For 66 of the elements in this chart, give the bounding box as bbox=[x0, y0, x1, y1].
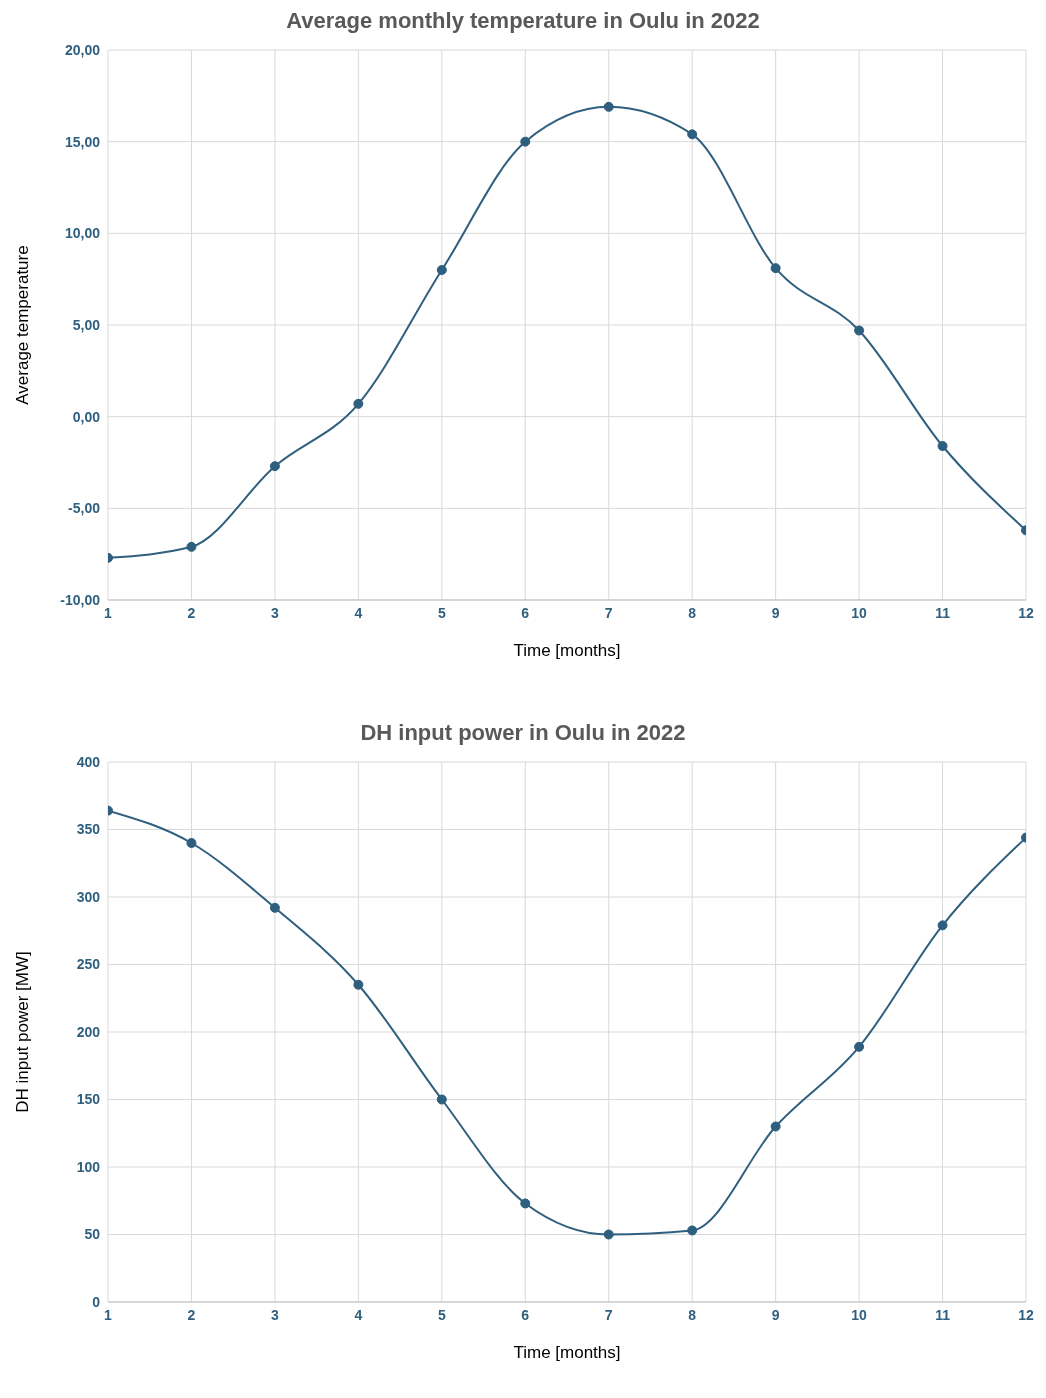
point bbox=[186, 838, 197, 848]
y-tick-label: 200 bbox=[76, 1023, 101, 1040]
y-tick-label: 300 bbox=[76, 888, 101, 905]
point bbox=[520, 136, 531, 147]
y-tick-label: 20,00 bbox=[64, 41, 101, 58]
chart-title: Average monthly temperature in Oulu in 2022 bbox=[285, 8, 761, 34]
x-tick-label: 11 bbox=[935, 604, 951, 621]
point bbox=[603, 1229, 614, 1240]
x-tick-label: 12 bbox=[1018, 1306, 1034, 1323]
x-tick-label: 2 bbox=[187, 1306, 196, 1323]
y-tick-label: 250 bbox=[76, 956, 101, 973]
y-tick-label: 400 bbox=[76, 753, 101, 770]
x-axis-title: Time [months] bbox=[513, 641, 621, 660]
x-tick-label: 4 bbox=[354, 1306, 363, 1323]
x-tick-label: 8 bbox=[688, 1306, 697, 1323]
point bbox=[436, 1094, 447, 1105]
x-tick-label: 5 bbox=[437, 604, 446, 621]
x-tick-label: 1 bbox=[104, 1306, 113, 1323]
point bbox=[520, 1198, 531, 1209]
y-tick-label: 5,00 bbox=[72, 316, 101, 333]
y-tick-label: 350 bbox=[76, 821, 101, 838]
point bbox=[269, 461, 280, 472]
x-tick-label: 4 bbox=[354, 604, 363, 621]
x-tick-label: 10 bbox=[851, 604, 868, 621]
x-tick-label: 8 bbox=[688, 604, 697, 621]
y-tick-label: 0 bbox=[92, 1293, 101, 1310]
point bbox=[854, 1041, 865, 1052]
x-tick-label: 11 bbox=[935, 1306, 951, 1323]
x-tick-label: 7 bbox=[604, 1306, 613, 1323]
point bbox=[770, 263, 781, 274]
point bbox=[436, 265, 447, 275]
point bbox=[854, 325, 865, 336]
x-axis-title: Time [months] bbox=[513, 1343, 621, 1362]
y-tick-label: 100 bbox=[76, 1158, 101, 1175]
x-tick-label: 6 bbox=[521, 604, 530, 621]
point bbox=[186, 541, 197, 552]
x-tick-label: 5 bbox=[437, 1306, 446, 1323]
point bbox=[937, 920, 948, 931]
point bbox=[353, 979, 364, 990]
x-tick-label: 2 bbox=[187, 604, 196, 621]
x-tick-label: 3 bbox=[271, 604, 280, 621]
y-axis-title: Average temperature bbox=[13, 245, 33, 405]
y-axis-title: DH input power [MW] bbox=[13, 951, 33, 1113]
x-tick-label: 6 bbox=[521, 1306, 530, 1323]
point bbox=[937, 441, 948, 451]
point bbox=[603, 101, 614, 112]
y-tick-label: -5,00 bbox=[68, 500, 101, 517]
y-tick-label: 15,00 bbox=[64, 133, 101, 150]
x-tick-label: 3 bbox=[271, 1306, 280, 1323]
y-tick-label: 50 bbox=[84, 1226, 101, 1243]
point bbox=[687, 1225, 698, 1236]
point bbox=[770, 1121, 781, 1132]
point bbox=[269, 902, 280, 913]
chart-title: DH input power in Oulu in 2022 bbox=[359, 720, 687, 746]
x-tick-label: 1 bbox=[104, 604, 113, 621]
y-tick-label: 0,00 bbox=[72, 408, 101, 425]
x-tick-label: 9 bbox=[771, 604, 780, 621]
x-tick-label: 7 bbox=[604, 604, 613, 621]
y-tick-label: 10,00 bbox=[64, 225, 101, 242]
y-tick-label: -10,00 bbox=[60, 591, 101, 608]
x-tick-label: 12 bbox=[1018, 604, 1034, 621]
x-tick-label: 9 bbox=[771, 1306, 780, 1323]
y-tick-label: 150 bbox=[76, 1091, 101, 1108]
x-tick-label: 10 bbox=[851, 1306, 868, 1323]
point bbox=[353, 398, 364, 409]
point bbox=[687, 129, 698, 140]
